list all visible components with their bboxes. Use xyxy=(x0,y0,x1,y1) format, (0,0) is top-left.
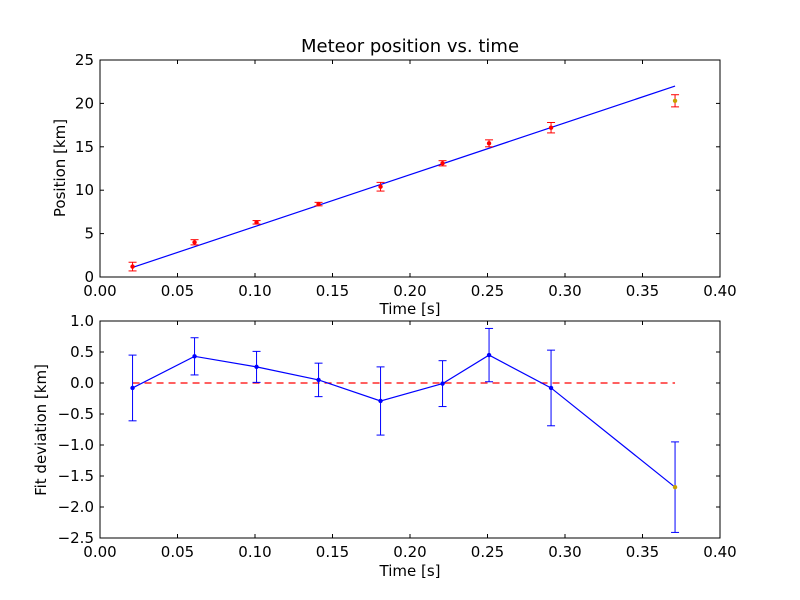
x-tick-label: 0.25 xyxy=(471,282,504,300)
data-point xyxy=(486,352,492,358)
y-tick-label: −0.5 xyxy=(58,405,94,423)
x-tick-label: 0.15 xyxy=(316,543,349,561)
outlier-point xyxy=(672,98,678,103)
y-tick-label: −1.0 xyxy=(58,436,94,454)
x-tick-label: 0.10 xyxy=(238,543,271,561)
data-point xyxy=(548,385,554,391)
x-tick-label: 0.15 xyxy=(316,282,349,300)
x-axis-label: Time [s] xyxy=(379,562,441,580)
data-point xyxy=(192,240,197,245)
x-tick-label: 0.20 xyxy=(393,282,426,300)
y-tick-label: 20 xyxy=(75,94,94,112)
x-tick-label: 0.35 xyxy=(626,543,659,561)
chart-title: Meteor position vs. time xyxy=(301,36,519,57)
data-point xyxy=(254,364,259,370)
data-point xyxy=(316,201,321,207)
y-tick-label: −1.5 xyxy=(58,467,94,485)
y-tick-label: 0 xyxy=(84,268,94,286)
data-point xyxy=(316,377,321,383)
x-tick-label: 0.20 xyxy=(393,543,426,561)
x-tick-label: 0.40 xyxy=(703,282,736,300)
outlier-point xyxy=(672,484,678,490)
y-tick-label: 10 xyxy=(75,181,94,199)
y-tick-label: 0.0 xyxy=(70,374,94,392)
y-tick-label: 25 xyxy=(75,51,94,69)
x-tick-label: 0.10 xyxy=(238,282,271,300)
tick-group: 0.00 0.05 0.10 0.15 0.20 0.25 0.30 0.35 0.40 1.0 0… xyxy=(58,312,737,561)
tick-group: 0.00 0.05 0.10 0.15 0.20 0.25 0.30 0.35 0.40 0 5 10… xyxy=(75,51,737,300)
data-point xyxy=(254,220,259,225)
y-tick-label: 0.5 xyxy=(70,343,94,361)
y-tick-label: −2.0 xyxy=(58,498,94,516)
data-point xyxy=(130,264,135,269)
data-point xyxy=(378,398,383,404)
data-point xyxy=(440,161,445,166)
x-axis-label: Time [s] xyxy=(379,300,441,318)
y-tick-label: 5 xyxy=(84,225,94,243)
mark-group xyxy=(128,327,680,533)
data-point xyxy=(486,141,492,146)
x-tick-label: 0.40 xyxy=(703,543,736,561)
y-axis-label: Position [km] xyxy=(51,119,69,217)
x-tick-label: 0.05 xyxy=(161,282,194,300)
x-tick-label: 0.00 xyxy=(83,282,116,300)
y-tick-label: −2.5 xyxy=(58,529,94,547)
data-point xyxy=(548,125,554,130)
x-tick-label: 0.05 xyxy=(161,543,194,561)
x-tick-label: 0.35 xyxy=(626,282,659,300)
x-tick-label: 0.30 xyxy=(548,543,581,561)
data-point xyxy=(130,385,135,391)
y-tick-label: 1.0 xyxy=(70,312,94,330)
x-tick-label: 0.30 xyxy=(548,282,581,300)
data-point xyxy=(440,381,445,386)
x-tick-label: 0.00 xyxy=(83,543,116,561)
data-point xyxy=(192,354,197,359)
fit-line xyxy=(132,85,676,269)
y-axis-label: Fit deviation [km] xyxy=(32,364,50,496)
mark-group xyxy=(128,85,680,272)
data-point xyxy=(378,184,383,189)
x-tick-label: 0.25 xyxy=(471,543,504,561)
deviation-chart: 0.00 0.05 0.10 0.15 0.20 0.25 0.30 0.35 0.40 1.0 0… xyxy=(32,312,737,580)
position-chart: Meteor position vs. time 0.00 0.05 0.10 0.1… xyxy=(51,36,737,318)
y-tick-label: 15 xyxy=(75,138,94,156)
